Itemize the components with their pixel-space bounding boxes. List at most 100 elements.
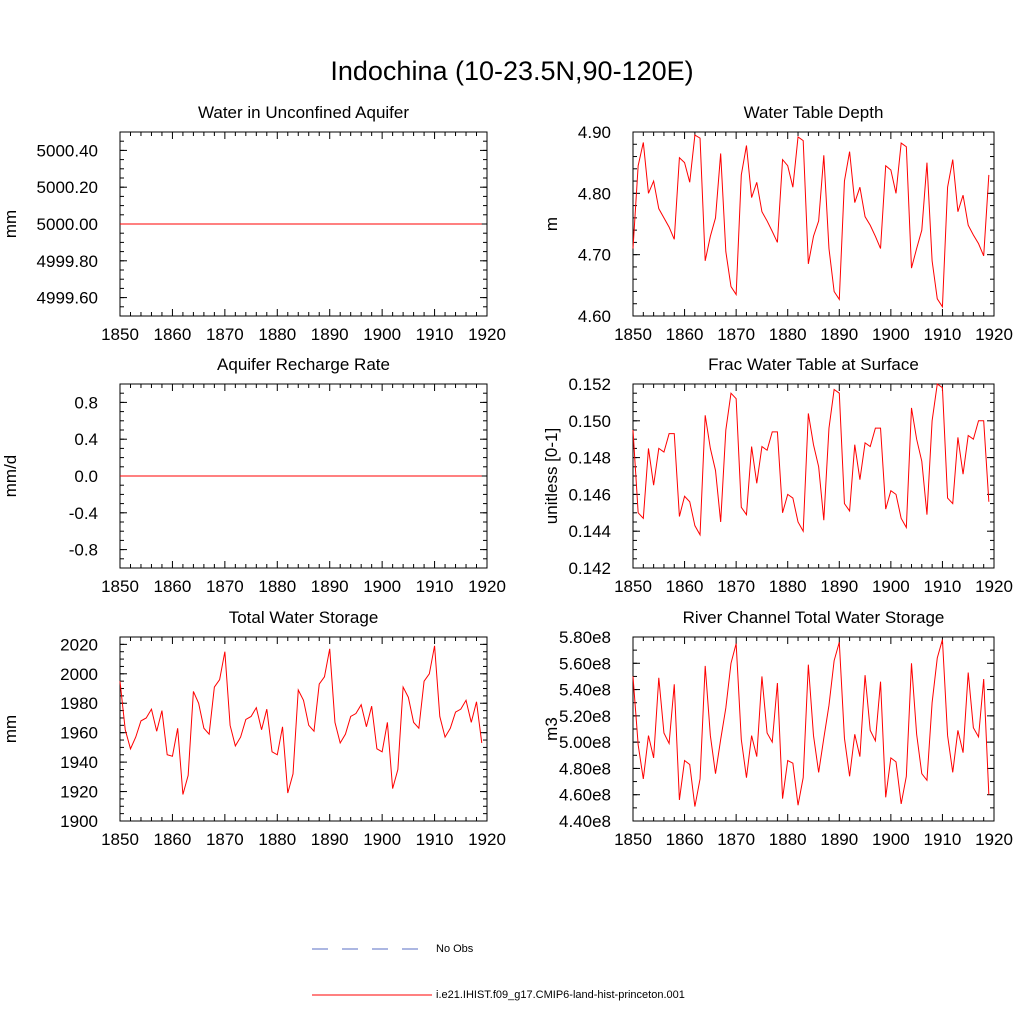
x-tick-label: 1920 [468, 325, 506, 344]
x-tick-label: 1890 [311, 577, 349, 596]
y-axis-label: mm/d [1, 455, 20, 498]
plot-frame [119, 636, 488, 822]
y-tick-label: -0.8 [69, 541, 98, 560]
y-tick-label: 5.20e8 [559, 707, 611, 726]
legend-obs-label: No Obs [436, 943, 474, 955]
series-line [119, 645, 483, 795]
y-axis-label: mm [1, 210, 20, 238]
y-tick-label: 1900 [60, 812, 98, 831]
x-tick-label: 1850 [101, 325, 139, 344]
y-axis-label: unitless [0-1] [542, 428, 561, 524]
x-tick-label: 1920 [975, 830, 1013, 849]
y-tick-label: 5000.40 [37, 141, 98, 160]
x-tick-label: 1860 [666, 577, 704, 596]
y-tick-label: 0.0 [74, 467, 98, 486]
x-tick-label: 1850 [614, 325, 652, 344]
x-tick-label: 1920 [468, 577, 506, 596]
y-tick-label: 5000.20 [37, 178, 98, 197]
panel-title: Aquifer Recharge Rate [217, 355, 390, 374]
y-tick-label: 4.70 [578, 246, 611, 265]
x-tick-label: 1920 [975, 325, 1013, 344]
x-tick-label: 1920 [975, 577, 1013, 596]
y-tick-label: 2020 [60, 635, 98, 654]
y-tick-label: 1940 [60, 753, 98, 772]
x-tick-label: 1880 [258, 577, 296, 596]
x-tick-label: 1870 [206, 577, 244, 596]
panel-title: River Channel Total Water Storage [683, 608, 945, 627]
y-tick-label: 0.144 [568, 522, 611, 541]
x-tick-label: 1880 [258, 830, 296, 849]
plot-frame [632, 383, 995, 569]
y-tick-label: 5.00e8 [559, 733, 611, 752]
x-tick-label: 1900 [363, 325, 401, 344]
figure-title: Indochina (10-23.5N,90-120E) [330, 56, 694, 86]
y-axis-label: mm [1, 715, 20, 743]
x-tick-label: 1870 [206, 830, 244, 849]
x-tick-label: 1860 [666, 325, 704, 344]
y-tick-label: 1920 [60, 783, 98, 802]
panel-1: Water in Unconfined Aquifer mm 1850 1860 187… [1, 103, 506, 344]
y-tick-label: 4999.80 [37, 252, 98, 271]
y-tick-label: 0.146 [568, 485, 611, 504]
x-tick-label: 1860 [154, 325, 192, 344]
panel-3: Aquifer Recharge Rate mm/d 1850 1860 1870 188… [1, 355, 506, 596]
x-tick-label: 1870 [717, 830, 755, 849]
y-tick-label: 1960 [60, 724, 98, 743]
y-tick-label: 0.4 [74, 430, 98, 449]
x-tick-label: 1850 [614, 577, 652, 596]
x-tick-label: 1910 [416, 577, 454, 596]
x-tick-label: 1910 [924, 830, 962, 849]
y-tick-label: 4.60 [578, 307, 611, 326]
y-tick-label: 5.60e8 [559, 654, 611, 673]
figure-title-wrap: Indochina (10-23.5N,90-120E) [0, 56, 1024, 87]
y-tick-label: 0.148 [568, 449, 611, 468]
x-tick-label: 1880 [769, 325, 807, 344]
y-tick-label: 4.80 [578, 184, 611, 203]
y-tick-label: -0.4 [69, 504, 98, 523]
panel-2: Water Table Depth m 1850 1860 1870 1880 1890 19… [542, 103, 1013, 344]
x-tick-label: 1850 [101, 830, 139, 849]
x-tick-label: 1880 [258, 325, 296, 344]
y-tick-label: 2000 [60, 665, 98, 684]
panel-title: Water in Unconfined Aquifer [198, 103, 409, 122]
x-tick-label: 1880 [769, 830, 807, 849]
y-tick-label: 5.40e8 [559, 681, 611, 700]
y-tick-label: 4.80e8 [559, 759, 611, 778]
x-tick-label: 1890 [820, 577, 858, 596]
panel-5: Total Water Storage mm 1850 1860 1870 1880 189… [1, 608, 506, 849]
x-tick-label: 1860 [154, 830, 192, 849]
panel-title: Total Water Storage [229, 608, 379, 627]
x-tick-label: 1890 [820, 830, 858, 849]
x-tick-label: 1870 [717, 577, 755, 596]
y-tick-label: 4999.60 [37, 289, 98, 308]
x-tick-label: 1900 [363, 577, 401, 596]
y-axis-label: m3 [542, 717, 561, 741]
x-tick-label: 1900 [872, 577, 910, 596]
legend-model-label: i.e21.IHIST.f09_g17.CMIP6-land-hist-prin… [436, 989, 685, 1001]
y-tick-label: 4.60e8 [559, 786, 611, 805]
x-tick-label: 1870 [717, 325, 755, 344]
x-tick-label: 1860 [154, 577, 192, 596]
series-line [632, 383, 990, 537]
y-tick-label: 1980 [60, 694, 98, 713]
panel-title: Frac Water Table at Surface [708, 355, 919, 374]
x-tick-label: 1850 [614, 830, 652, 849]
x-tick-label: 1900 [363, 830, 401, 849]
legend [312, 948, 432, 996]
y-tick-label: 4.90 [578, 123, 611, 142]
y-axis-label: m [542, 217, 561, 231]
plot-frame [632, 131, 995, 317]
x-tick-label: 1890 [311, 830, 349, 849]
y-tick-label: 4.40e8 [559, 812, 611, 831]
x-tick-label: 1910 [924, 577, 962, 596]
x-tick-label: 1910 [416, 830, 454, 849]
x-tick-label: 1920 [468, 830, 506, 849]
y-tick-label: 0.150 [568, 412, 611, 431]
x-tick-label: 1870 [206, 325, 244, 344]
x-tick-label: 1880 [769, 577, 807, 596]
x-tick-label: 1900 [872, 830, 910, 849]
panel-4: Frac Water Table at Surface unitless [0-1… [542, 355, 1013, 596]
series-line [632, 639, 990, 807]
y-tick-label: 0.8 [74, 393, 98, 412]
